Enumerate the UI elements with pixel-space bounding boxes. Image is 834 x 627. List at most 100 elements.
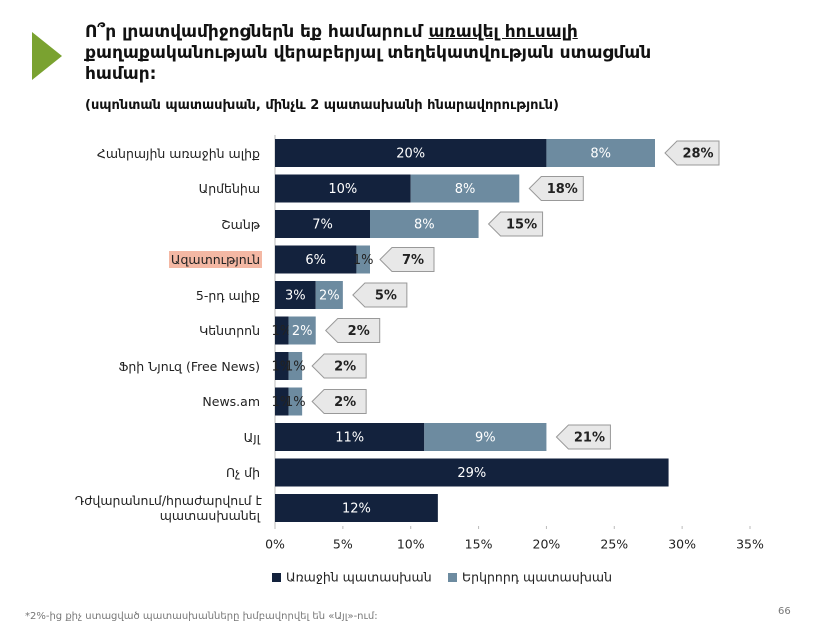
- bar-value-label: 3%: [285, 289, 306, 304]
- category-label: News.am: [62, 394, 262, 409]
- category-label: Ոչ մի: [62, 465, 262, 480]
- category-label: 5-րդ ալիք: [62, 288, 262, 303]
- title-line: քաղաքականության վերաբերյալ տեղեկատվությա…: [85, 43, 652, 63]
- category-label: Ֆրի Նյուզ (Free News): [62, 359, 262, 374]
- total-callout: [311, 353, 367, 379]
- total-callout: [311, 389, 367, 414]
- category-label: Հանրային առաջին ալիք: [62, 146, 262, 161]
- bar-value-label: 8%: [455, 182, 476, 197]
- category-label: Շանթ: [62, 217, 262, 232]
- total-callout: [487, 211, 544, 237]
- total-callout: [352, 282, 408, 308]
- bar-segment: [275, 210, 370, 238]
- bar-segment: [275, 139, 547, 167]
- bar-segment: [546, 139, 655, 167]
- bar-value-label: 2%: [292, 324, 313, 339]
- bar-value-label: 2%: [319, 289, 340, 304]
- bar-segment: [275, 174, 411, 203]
- bar-value-label: 1%: [285, 360, 306, 375]
- bar-segment: [275, 281, 316, 309]
- legend-swatch: [272, 573, 281, 582]
- bar-value-label: 1%: [271, 324, 292, 339]
- category-label: Կենտրոն: [62, 323, 262, 338]
- bar-value-label: 7%: [312, 218, 333, 233]
- total-label: 21%: [574, 431, 605, 446]
- x-tick-label: 0%: [265, 537, 285, 552]
- category-text: Դժվարանում/հրաժարվում է պատասխանել: [74, 493, 262, 523]
- x-tick-label: 30%: [668, 537, 696, 552]
- category-label: Արմենիա: [62, 181, 262, 196]
- bar-value-label: 1%: [285, 395, 306, 410]
- category-text: 5-րդ ալիք: [195, 287, 260, 303]
- title: Ո՞ր լրատվամիջոցներն եք համարում առավել հ…: [85, 22, 651, 85]
- total-label: 28%: [682, 147, 713, 162]
- bar-value-label: 6%: [305, 253, 326, 268]
- bar-segment: [410, 174, 520, 203]
- category-label: Այլ: [62, 430, 262, 445]
- bar-value-label: 9%: [475, 431, 496, 446]
- bar-value-label: 11%: [335, 431, 364, 446]
- category-text: Ոչ մի: [225, 465, 260, 480]
- total-label: 2%: [334, 360, 356, 375]
- x-tick-label: 10%: [397, 537, 425, 552]
- total-label: 2%: [348, 324, 370, 339]
- total-callout: [528, 176, 584, 201]
- bar-segment: [275, 494, 438, 522]
- category-label: Դժվարանում/հրաժարվում է պատասխանել: [62, 493, 262, 523]
- bar-value-label: 12%: [342, 502, 371, 517]
- subtitle: (սպոնտան պատասխան, մինչև 2 պատասխանի հնա…: [85, 98, 559, 113]
- total-callout: [555, 424, 611, 450]
- bar-segment: [288, 316, 316, 345]
- category-text: Այլ: [243, 429, 260, 445]
- category-text: News.am: [202, 394, 260, 409]
- bar-segment: [370, 210, 479, 238]
- bar-segment: [275, 316, 289, 345]
- total-label: 15%: [506, 218, 537, 233]
- bar-value-label: 1%: [353, 253, 374, 268]
- title-line: Ո՞ր լրատվամիջոցներն եք համարում: [85, 22, 429, 42]
- bar-segment: [288, 387, 303, 416]
- total-callout: [664, 140, 720, 166]
- category-text: Կենտրոն: [199, 323, 260, 338]
- x-tick-label: 15%: [465, 537, 493, 552]
- total-label: 18%: [547, 182, 578, 197]
- title-line: համար:: [85, 64, 157, 84]
- bar-segment: [288, 352, 303, 380]
- bar-value-label: 20%: [396, 147, 425, 162]
- bar-value-label: 8%: [414, 218, 435, 233]
- legend-label: Առաջին պատասխան: [286, 570, 432, 585]
- total-callout: [325, 318, 381, 343]
- total-label: 5%: [375, 289, 397, 304]
- x-tick-label: 20%: [533, 537, 561, 552]
- category-text: Շանթ: [221, 216, 260, 232]
- bar-segment: [275, 387, 289, 416]
- category-text: Արմենիա: [198, 181, 260, 196]
- bar-segment: [275, 352, 289, 380]
- category-label: Ազատություն: [62, 251, 262, 268]
- x-tick-label: 35%: [736, 537, 764, 552]
- footnote: *2%-ից քիչ ստացված պատասխանները խմբավորվ…: [25, 611, 378, 622]
- bar-segment: [424, 423, 547, 451]
- total-label: 7%: [402, 253, 424, 268]
- page-number: 66: [778, 606, 791, 617]
- bar-segment: [275, 458, 669, 487]
- category-text: Հանրային առաջին ալիք: [96, 145, 260, 161]
- x-tick-label: 5%: [333, 537, 353, 552]
- legend-swatch: [448, 573, 457, 582]
- bar-segment: [315, 281, 343, 309]
- legend-label: Երկրորդ պատասխան: [462, 570, 612, 585]
- bar-value-label: 1%: [271, 360, 292, 375]
- x-tick-label: 25%: [600, 537, 628, 552]
- total-callout: [379, 247, 435, 272]
- bar-value-label: 8%: [590, 147, 611, 162]
- category-text: Ֆրի Նյուզ (Free News): [118, 358, 261, 374]
- bar-segment: [275, 423, 425, 451]
- total-label: 2%: [334, 395, 356, 410]
- bar-value-label: 29%: [457, 466, 486, 481]
- bar-segment: [356, 245, 370, 274]
- category-text: Ազատություն: [168, 251, 262, 268]
- accent-triangle: [32, 32, 62, 80]
- bar-value-label: 1%: [271, 395, 292, 410]
